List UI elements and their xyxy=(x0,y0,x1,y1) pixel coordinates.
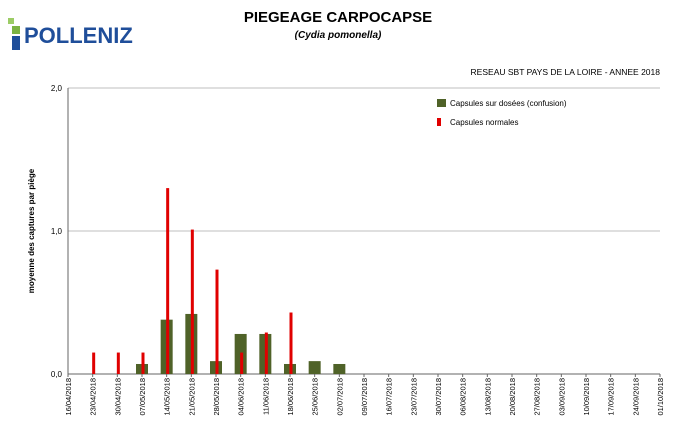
bar xyxy=(116,352,120,374)
bar xyxy=(264,332,268,374)
x-tick-label: 14/05/2018 xyxy=(163,378,172,416)
bar xyxy=(141,352,145,374)
bar xyxy=(289,312,293,374)
x-tick-label: 06/08/2018 xyxy=(459,378,468,416)
x-tick-label: 30/07/2018 xyxy=(434,378,443,416)
y-tick-label: 0,0 xyxy=(51,370,63,379)
x-tick-label: 23/04/2018 xyxy=(89,378,98,416)
bar xyxy=(166,188,170,374)
x-tick-label: 25/06/2018 xyxy=(311,378,320,416)
x-tick-label: 17/09/2018 xyxy=(607,378,616,416)
x-tick-label: 16/04/2018 xyxy=(64,378,73,416)
legend-label: Capsules normales xyxy=(450,118,518,127)
legend-swatch xyxy=(437,99,446,107)
chart-title: PIEGEAGE CARPOCAPSE xyxy=(244,9,432,26)
x-tick-label: 11/06/2018 xyxy=(261,378,270,415)
annotation: RESEAU SBT PAYS DE LA LOIRE - ANNEE 2018 xyxy=(471,67,661,77)
bar xyxy=(92,352,96,374)
bar xyxy=(215,269,219,374)
x-tick-label: 27/08/2018 xyxy=(533,378,542,416)
bar xyxy=(190,229,194,374)
y-tick-label: 2,0 xyxy=(51,84,63,93)
x-tick-label: 28/05/2018 xyxy=(212,378,221,416)
x-tick-label: 18/06/2018 xyxy=(286,378,295,416)
x-tick-label: 07/05/2018 xyxy=(138,378,147,416)
x-tick-label: 16/07/2018 xyxy=(385,378,394,416)
x-tick-label: 24/09/2018 xyxy=(631,378,640,416)
chart-subtitle: (Cydia pomonella) xyxy=(295,30,382,41)
x-tick-label: 09/07/2018 xyxy=(360,378,369,416)
x-tick-label: 20/08/2018 xyxy=(508,378,517,416)
x-tick-label: 23/07/2018 xyxy=(409,378,418,416)
legend-swatch xyxy=(437,118,441,126)
logo-text: POLLENIZ xyxy=(24,23,133,48)
x-tick-label: 02/07/2018 xyxy=(335,378,344,416)
legend-label: Capsules sur dosées (confusion) xyxy=(450,99,567,108)
bar xyxy=(333,363,346,374)
x-tick-label: 01/10/2018 xyxy=(656,378,665,416)
bar xyxy=(240,352,244,374)
y-axis-label: moyenne des captures par piège xyxy=(27,168,36,293)
x-tick-label: 30/04/2018 xyxy=(113,378,122,416)
x-tick-label: 21/05/2018 xyxy=(187,378,196,416)
x-tick-label: 04/06/2018 xyxy=(237,378,246,416)
x-tick-label: 10/09/2018 xyxy=(582,378,591,416)
x-tick-label: 13/08/2018 xyxy=(483,378,492,416)
logo: POLLENIZ xyxy=(8,18,133,50)
x-tick-label: 03/09/2018 xyxy=(557,378,566,416)
bar xyxy=(308,361,321,374)
y-tick-label: 1,0 xyxy=(51,227,63,236)
